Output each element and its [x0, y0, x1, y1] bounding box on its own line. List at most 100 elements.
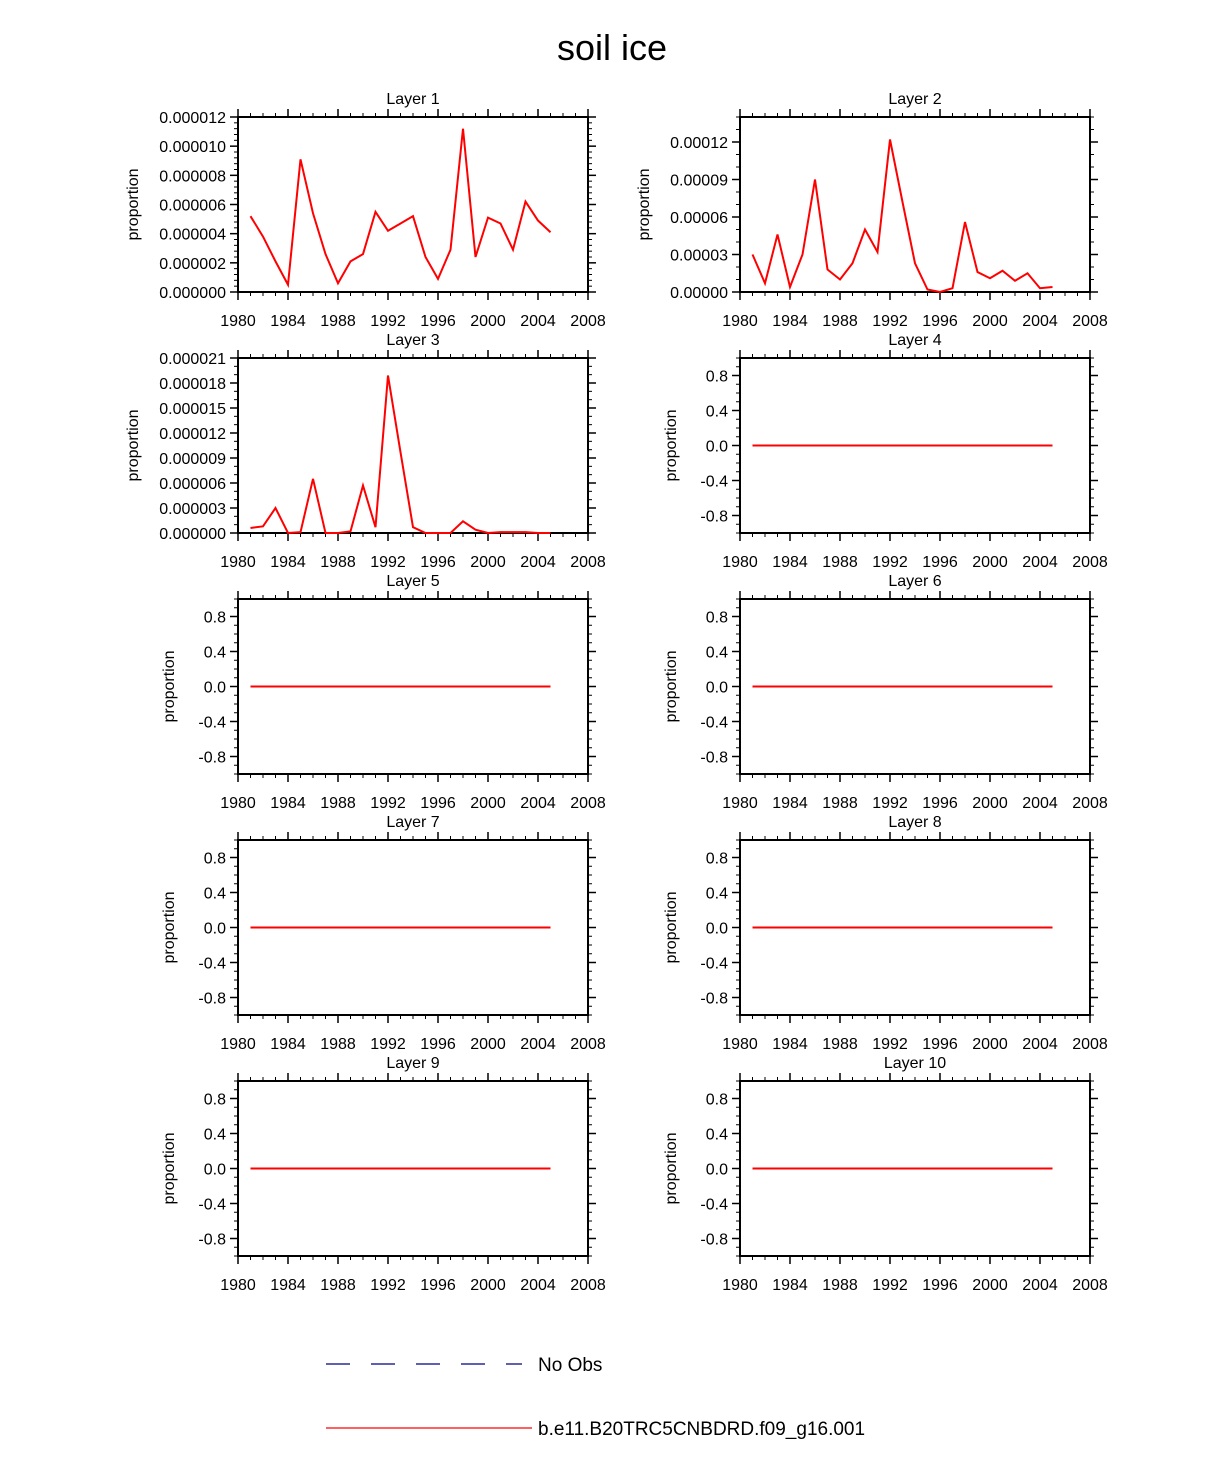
y-tick-label: -0.8 — [198, 991, 226, 1008]
legend: No Obs b.e11.B20TRC5CNBDRD.f09_g16.001 — [326, 1355, 865, 1440]
x-tick-label: 1992 — [872, 795, 908, 812]
x-tick-label: 2008 — [570, 1277, 606, 1294]
y-tick-label: 0.00000 — [670, 285, 728, 302]
x-tick-label: 1996 — [420, 1277, 456, 1294]
x-tick-label: 2008 — [570, 795, 606, 812]
x-tick-label: 1980 — [722, 554, 758, 571]
y-tick-label: 0.0 — [204, 921, 226, 938]
y-tick-label: 0.000018 — [159, 376, 226, 393]
x-tick-label: 1980 — [220, 313, 256, 330]
y-tick-label: 0.8 — [706, 369, 728, 386]
x-tick-label: 2000 — [470, 554, 506, 571]
panel-layer-8: Layer 8 1980 1984 1988 1992 1996 2000 2004 2008 -… — [663, 814, 1108, 1053]
panel-layer-9: Layer 9 1980 1984 1988 1992 1996 2000 2004 2008 -… — [161, 1055, 606, 1294]
x-tick-label: 1996 — [922, 1277, 958, 1294]
legend-label-no-obs: No Obs — [538, 1355, 602, 1376]
x-tick-label: 2008 — [1072, 1036, 1108, 1053]
y-axis-label: proportion — [161, 891, 178, 963]
y-tick-label: 0.000003 — [159, 501, 226, 518]
x-tick-label: 1980 — [722, 1277, 758, 1294]
legend-entry-model: b.e11.B20TRC5CNBDRD.f09_g16.001 — [326, 1419, 865, 1440]
y-tick-label: -0.4 — [198, 956, 226, 973]
y-axis-label: proportion — [161, 650, 178, 722]
x-tick-label: 2004 — [520, 313, 556, 330]
x-tick-label: 1984 — [270, 1277, 306, 1294]
y-tick-label: 0.000008 — [159, 168, 226, 185]
y-tick-label: -0.4 — [700, 1197, 728, 1214]
y-tick-label: 0.4 — [706, 645, 728, 662]
y-tick-label: 0.0 — [706, 1162, 728, 1179]
x-tick-label: 2000 — [972, 313, 1008, 330]
x-tick-label: 1988 — [320, 1277, 356, 1294]
y-tick-label: 0.8 — [706, 851, 728, 868]
x-tick-label: 1988 — [822, 313, 858, 330]
x-tick-label: 1988 — [320, 554, 356, 571]
x-tick-label: 1992 — [872, 313, 908, 330]
panel-layer-10: Layer 10 1980 1984 1988 1992 1996 2000 2004 2008… — [663, 1055, 1108, 1294]
x-tick-label: 1984 — [270, 1036, 306, 1053]
x-tick-label: 1984 — [772, 795, 808, 812]
panel-title: Layer 1 — [386, 91, 439, 108]
x-tick-label: 1988 — [320, 1036, 356, 1053]
y-tick-label: 0.000000 — [159, 526, 226, 543]
y-tick-label: -0.8 — [700, 1232, 728, 1249]
y-tick-label: 0.8 — [204, 1092, 226, 1109]
x-tick-label: 1992 — [872, 1277, 908, 1294]
x-tick-label: 1984 — [772, 1036, 808, 1053]
x-tick-label: 2004 — [520, 554, 556, 571]
y-tick-label: -0.8 — [198, 750, 226, 767]
x-tick-label: 1996 — [420, 1036, 456, 1053]
legend-entry-no-obs: No Obs — [326, 1355, 602, 1376]
y-tick-label: 0.0 — [204, 680, 226, 697]
panel-layer-3: Layer 3 1980 1984 1988 1992 1996 2000 2004 2008 0… — [125, 332, 606, 571]
x-tick-label: 2008 — [570, 554, 606, 571]
x-tick-label: 2004 — [1022, 1277, 1058, 1294]
panel-title: Layer 6 — [888, 573, 941, 590]
panel-layer-7: Layer 7 1980 1984 1988 1992 1996 2000 2004 2008 -… — [161, 814, 606, 1053]
y-tick-label: 0.000010 — [159, 139, 226, 156]
x-tick-label: 1996 — [922, 313, 958, 330]
panel-title: Layer 9 — [386, 1055, 439, 1072]
x-tick-label: 1996 — [922, 1036, 958, 1053]
legend-label-model: b.e11.B20TRC5CNBDRD.f09_g16.001 — [538, 1419, 865, 1440]
x-tick-label: 2008 — [1072, 795, 1108, 812]
y-tick-label: 0.000012 — [159, 110, 226, 127]
x-tick-label: 1980 — [220, 554, 256, 571]
y-tick-label: 0.4 — [204, 645, 226, 662]
plot-frame — [739, 116, 1091, 293]
x-tick-label: 1980 — [722, 1036, 758, 1053]
y-tick-label: 0.000009 — [159, 451, 226, 468]
y-axis-label: proportion — [663, 1132, 680, 1204]
panel-title: Layer 7 — [386, 814, 439, 831]
x-tick-label: 1992 — [370, 795, 406, 812]
y-tick-label: 0.0 — [706, 680, 728, 697]
y-tick-label: 0.000021 — [159, 351, 226, 368]
x-tick-label: 2000 — [972, 1277, 1008, 1294]
x-tick-label: 1988 — [822, 1036, 858, 1053]
y-tick-label: 0.8 — [706, 610, 728, 627]
x-tick-label: 2008 — [1072, 1277, 1108, 1294]
y-tick-label: 0.00006 — [670, 210, 728, 227]
x-tick-label: 2004 — [1022, 795, 1058, 812]
y-axis-label: proportion — [663, 891, 680, 963]
x-tick-label: 1980 — [722, 313, 758, 330]
y-axis-label: proportion — [125, 168, 142, 240]
y-tick-label: -0.4 — [198, 715, 226, 732]
panel-title: Layer 4 — [888, 332, 941, 349]
x-tick-label: 1992 — [370, 554, 406, 571]
y-tick-label: 0.000015 — [159, 401, 226, 418]
panel-layer-2: Layer 2 1980 1984 1988 1992 1996 2000 2004 2008 0… — [636, 91, 1108, 330]
x-tick-label: 2008 — [570, 313, 606, 330]
panel-title: Layer 10 — [884, 1055, 946, 1072]
x-tick-label: 1992 — [370, 1036, 406, 1053]
x-tick-label: 2008 — [1072, 313, 1108, 330]
x-tick-label: 2000 — [972, 1036, 1008, 1053]
x-tick-label: 2008 — [570, 1036, 606, 1053]
y-tick-label: 0.8 — [204, 851, 226, 868]
plot-frame — [237, 357, 589, 534]
y-tick-label: 0.4 — [204, 1127, 226, 1144]
y-tick-label: 0.8 — [204, 610, 226, 627]
y-tick-label: -0.4 — [700, 956, 728, 973]
x-tick-label: 1984 — [772, 313, 808, 330]
